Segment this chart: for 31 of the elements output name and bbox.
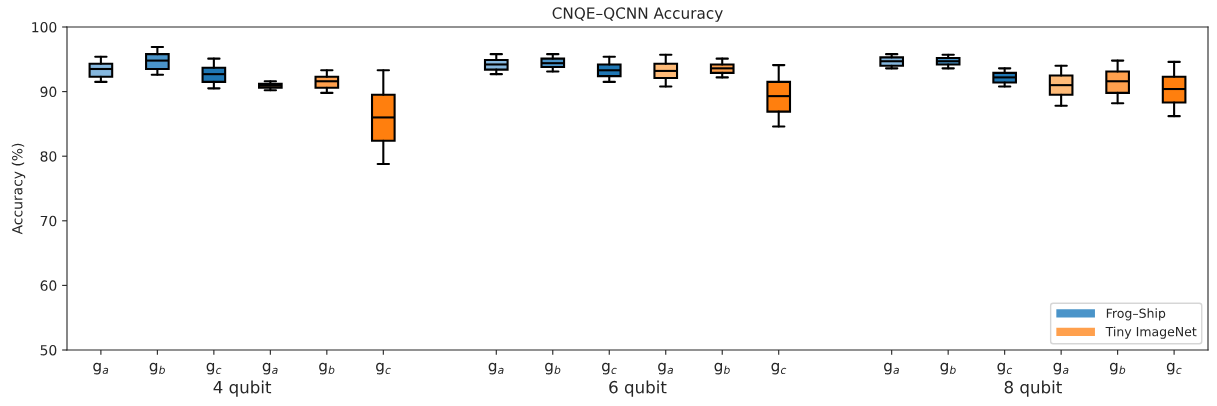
x-tick-label: g$_{a}$ — [884, 362, 899, 375]
x-tick-label: g$_{b}$ — [940, 362, 956, 375]
x-tick-label: g$_{a}$ — [658, 362, 673, 375]
text: 6 qubit — [609, 380, 667, 397]
x-tick-label: g$_{c}$ — [771, 362, 787, 375]
x-tick-label: g$_{b}$ — [149, 362, 165, 375]
x-tick-label: g$_{a}$ — [262, 362, 278, 375]
x-tick-label: g$_{c}$ — [602, 362, 617, 375]
x-tick-label: g$_{a}$ — [488, 362, 504, 375]
legend-label: Tiny ImageNet — [1105, 326, 1197, 339]
x-tick-label: g$_{c}$ — [997, 362, 1013, 375]
x-tick-label: g$_{b}$ — [714, 362, 730, 375]
x-tick-label: g$_{b}$ — [319, 362, 335, 375]
y-tick-label: 50 — [40, 344, 57, 356]
x-tick-label: g$_{c}$ — [206, 362, 222, 375]
y-tick-label: 80 — [40, 151, 57, 162]
y-tick-label: 100 — [32, 21, 57, 33]
y-tick-label: 60 — [40, 280, 57, 291]
y-tick-label: 70 — [40, 215, 57, 227]
x-tick-label: g$_{c}$ — [1166, 362, 1182, 375]
chart-title: CNQE–QCNN Accuracy — [552, 7, 723, 22]
y-axis-title: Accuracy (%) — [11, 143, 26, 235]
x-tick-label: g$_{a}$ — [93, 362, 109, 375]
x-tick-label: g$_{c}$ — [376, 362, 391, 375]
x-tick-label: g$_{a}$ — [1053, 362, 1069, 375]
text: 8 qubit — [1004, 380, 1062, 397]
x-tick-label: g$_{b}$ — [1109, 362, 1126, 375]
text: 4 qubit — [213, 380, 272, 397]
legend-label: Frog–Ship — [1106, 308, 1166, 321]
x-tick-label: g$_{b}$ — [545, 362, 561, 375]
y-tick-label: 90 — [40, 86, 57, 98]
